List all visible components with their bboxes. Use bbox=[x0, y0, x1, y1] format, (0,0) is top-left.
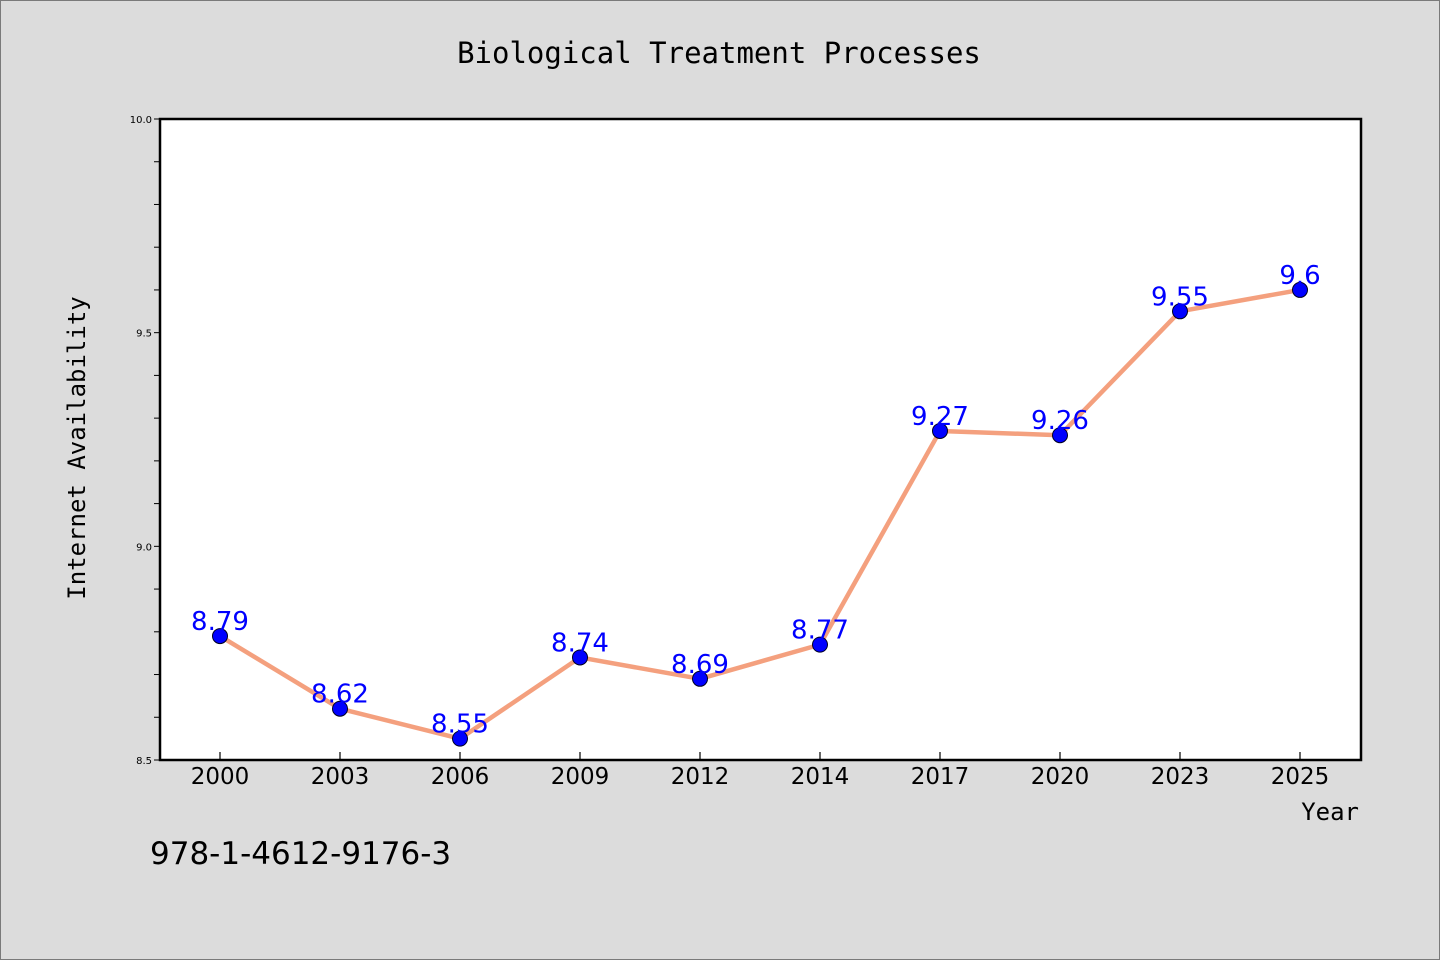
plot-area bbox=[158, 117, 1363, 762]
data-point bbox=[572, 649, 588, 666]
chart-title: Biological Treatment Processes bbox=[457, 36, 981, 70]
data-point bbox=[332, 700, 348, 717]
x-tick-label: 2017 bbox=[911, 764, 970, 790]
x-tick-label: 2025 bbox=[1271, 764, 1330, 790]
data-label: 8.55 bbox=[431, 710, 489, 740]
data-label: 9.27 bbox=[911, 402, 969, 432]
x-axis-label: Year bbox=[1301, 798, 1359, 826]
y-tick-label: 9.5 bbox=[136, 329, 152, 340]
data-point bbox=[1052, 427, 1068, 444]
data-label: 8.62 bbox=[311, 680, 369, 710]
data-point bbox=[452, 730, 468, 747]
data-point bbox=[1292, 281, 1308, 298]
y-tick-label: 8.5 bbox=[136, 756, 152, 767]
series-line bbox=[217, 287, 1303, 741]
data-label: 9.6 bbox=[1279, 261, 1320, 291]
data-point bbox=[812, 636, 828, 653]
y-tick-label: 10.0 bbox=[130, 115, 152, 126]
data-point bbox=[932, 422, 948, 439]
isbn-annotation: 978-1-4612-9176-3 bbox=[150, 836, 451, 872]
y-axis-ticks: 8.5 9.0 9.5 10.0 bbox=[130, 115, 160, 767]
x-tick-label: 2000 bbox=[191, 764, 250, 790]
data-label: 8.74 bbox=[551, 628, 609, 658]
y-axis-label: Internet Availability bbox=[63, 296, 91, 599]
data-label: 8.79 bbox=[191, 607, 249, 637]
data-label: 9.55 bbox=[1151, 282, 1209, 312]
x-axis-ticks: 2000 2003 2006 2009 2012 2014 2017 2020 2023 2025 bbox=[191, 752, 1330, 790]
x-tick-label: 2009 bbox=[551, 764, 610, 790]
x-tick-label: 2023 bbox=[1151, 764, 1210, 790]
x-tick-label: 2006 bbox=[431, 764, 490, 790]
y-tick-label: 9.0 bbox=[136, 542, 152, 553]
series-line-group bbox=[217, 287, 1303, 741]
data-point bbox=[692, 670, 708, 687]
data-label-group: 8.79 8.62 8.55 8.74 8.69 8.77 9.27 9.26 9.55 9.6 bbox=[191, 261, 1321, 740]
data-point bbox=[1172, 303, 1188, 320]
x-tick-label: 2012 bbox=[671, 764, 730, 790]
data-point bbox=[212, 628, 228, 645]
data-label: 9.26 bbox=[1031, 406, 1089, 436]
data-label: 8.77 bbox=[791, 616, 849, 646]
data-label: 8.69 bbox=[671, 650, 729, 680]
x-tick-label: 2020 bbox=[1031, 764, 1090, 790]
marker-group bbox=[212, 281, 1308, 747]
x-tick-label: 2014 bbox=[791, 764, 850, 790]
x-tick-label: 2003 bbox=[311, 764, 370, 790]
